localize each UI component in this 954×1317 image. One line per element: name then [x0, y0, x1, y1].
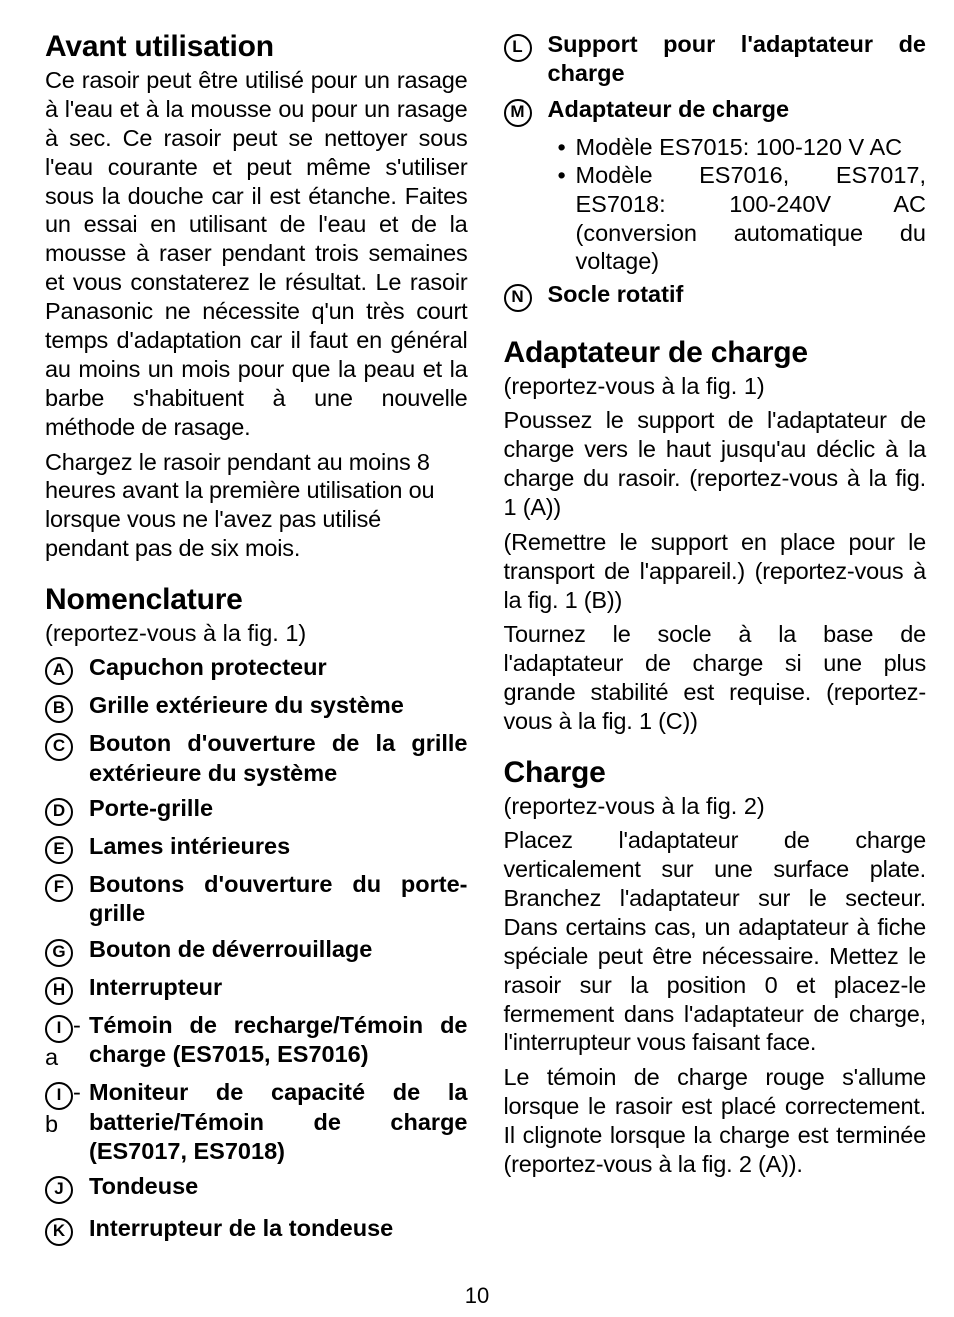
page-number: 10	[0, 1283, 954, 1309]
paragraph: (Remettre le support en place pour le tr…	[504, 528, 927, 615]
nomenclature-list: ACapuchon protecteur BGrille extérieure …	[45, 653, 468, 1204]
paragraph: Chargez le rasoir pendant au moins 8 heu…	[45, 448, 468, 564]
list-item: I-bMoniteur de capacité de la batterie/T…	[45, 1078, 468, 1166]
list-item: FBoutons d'ouverture du porte-grille	[45, 870, 468, 929]
list-item: ACapuchon protecteur	[45, 653, 468, 685]
paragraph: Ce rasoir peut être utilisé pour un rasa…	[45, 66, 468, 442]
paragraph: Placez l'adaptateur de charge verticalem…	[504, 826, 927, 1057]
list-item: NSocle rotatif	[504, 280, 927, 312]
list-item: CBouton d'ouverture de la grille extérie…	[45, 729, 468, 788]
list-item: BGrille extérieure du système	[45, 691, 468, 723]
list-item: MAdaptateur de charge	[504, 95, 927, 127]
figure-reference: (reportez-vous à la fig. 1)	[45, 619, 468, 647]
list-item: GBouton de déverrouillage	[45, 935, 468, 967]
heading-avant-utilisation: Avant utilisation	[45, 30, 468, 64]
list-item: JTondeuse	[45, 1172, 468, 1204]
list-item: I-aTémoin de recharge/Témoin de charge (…	[45, 1011, 468, 1072]
figure-reference: (reportez-vous à la fig. 1)	[504, 372, 927, 400]
sub-bullet: •Modèle ES7016, ES7017, ES7018: 100-240V…	[558, 161, 927, 276]
list-item: ELames intérieures	[45, 832, 468, 864]
list-item: DPorte-grille	[45, 794, 468, 826]
two-column-layout: Avant utilisation Ce rasoir peut être ut…	[45, 30, 926, 1270]
figure-reference: (reportez-vous à la fig. 2)	[504, 792, 927, 820]
heading-adaptateur: Adaptateur de charge	[504, 336, 927, 370]
paragraph: Tournez le socle à la base de l'adaptate…	[504, 620, 927, 736]
list-item: LSupport pour l'adaptateur de charge	[504, 30, 927, 89]
sub-bullet: •Modèle ES7015: 100-120 V AC	[558, 133, 927, 162]
heading-charge: Charge	[504, 756, 927, 790]
paragraph: Poussez le support de l'adaptateur de ch…	[504, 406, 927, 522]
paragraph: Le témoin de charge rouge s'allume lorsq…	[504, 1063, 927, 1179]
heading-nomenclature: Nomenclature	[45, 583, 468, 617]
manual-page: Avant utilisation Ce rasoir peut être ut…	[0, 0, 954, 1317]
list-item: HInterrupteur	[45, 973, 468, 1005]
list-item: KInterrupteur de la tondeuse	[45, 1214, 468, 1246]
